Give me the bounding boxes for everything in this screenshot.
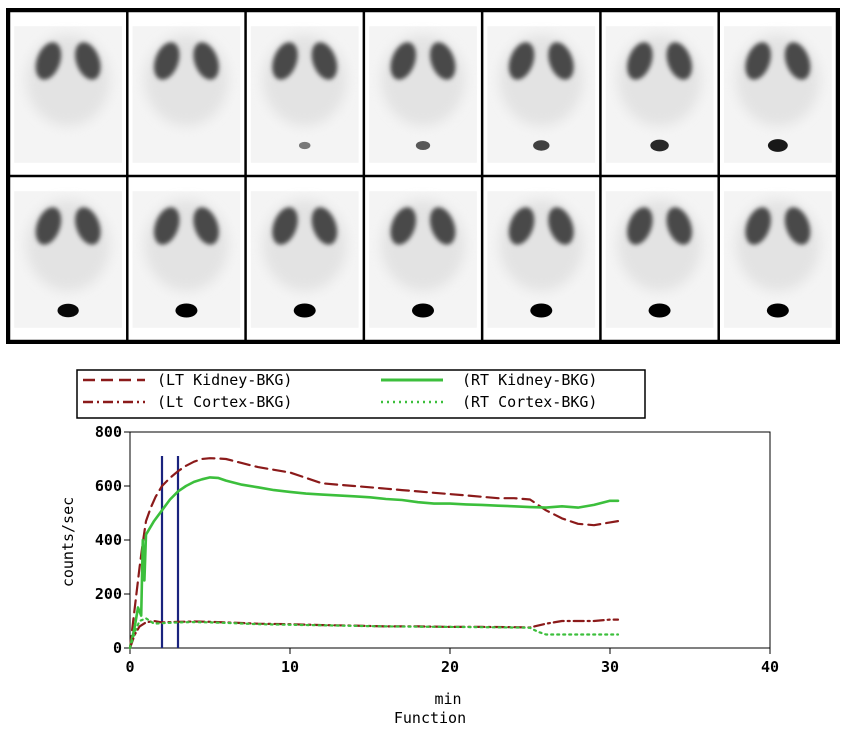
left-kidney-uptake (745, 42, 771, 80)
image-frame (483, 177, 600, 340)
bladder-activity (175, 303, 198, 318)
left-kidney-uptake (272, 42, 298, 80)
legend-label: (Lt Cortex-BKG) (157, 393, 292, 411)
bladder-activity (293, 303, 316, 318)
bladder-activity (57, 303, 79, 318)
bladder-activity (650, 139, 669, 152)
bladder-activity (648, 303, 671, 318)
bladder-activity (767, 139, 788, 152)
right-kidney-uptake (666, 42, 693, 80)
image-frame (483, 12, 600, 175)
left-kidney-uptake (390, 42, 417, 80)
right-kidney-uptake (429, 42, 456, 80)
bladder-activity (415, 140, 431, 151)
right-kidney-uptake (784, 207, 811, 245)
right-kidney-uptake (311, 42, 338, 80)
image-frame (246, 177, 363, 340)
left-kidney-uptake (745, 207, 771, 245)
bladder-activity (533, 140, 550, 151)
series-lines (128, 457, 620, 650)
image-frame (10, 177, 127, 340)
image-frame (601, 177, 718, 340)
y-tick-label: 0 (113, 639, 122, 657)
x-tick-label: 20 (441, 658, 459, 676)
right-kidney-uptake (311, 207, 338, 245)
left-kidney-uptake (153, 42, 180, 80)
y-tick-label: 600 (95, 477, 122, 495)
image-frame (719, 177, 836, 340)
right-kidney-uptake (75, 42, 101, 80)
x-tick-label: 30 (601, 658, 619, 676)
image-frame (128, 12, 245, 175)
left-kidney-uptake (272, 207, 298, 245)
series-line (128, 457, 620, 650)
left-kidney-uptake (390, 207, 417, 245)
legend-label: (LT Kidney-BKG) (157, 371, 292, 389)
plot-area (129, 431, 771, 649)
image-frame (601, 12, 718, 175)
x-tick-label: 0 (125, 658, 134, 676)
right-kidney-uptake (666, 207, 693, 245)
right-kidney-uptake (784, 42, 811, 80)
left-kidney-uptake (508, 207, 535, 245)
y-tick-label: 200 (95, 585, 122, 603)
left-kidney-uptake (627, 42, 653, 80)
legend: (LT Kidney-BKG) (RT Kidney-BKG) (Lt Cortex… (76, 369, 646, 419)
y-tick-label: 400 (95, 531, 122, 549)
right-kidney-uptake (75, 207, 101, 245)
image-frame (365, 12, 481, 175)
x-tick-label: 40 (761, 658, 779, 676)
image-frame (246, 12, 363, 175)
series-line (128, 476, 620, 650)
bladder-activity (412, 303, 434, 318)
y-axis-label: counts/sec (59, 497, 77, 587)
image-frame (10, 12, 127, 175)
left-kidney-uptake (35, 42, 62, 80)
right-kidney-uptake (548, 207, 574, 245)
image-frames (10, 12, 836, 340)
series-line (128, 617, 620, 650)
bladder-activity (766, 303, 789, 318)
legend-label: (RT Cortex-BKG) (462, 393, 597, 411)
left-kidney-uptake (627, 207, 653, 245)
image-frame (128, 177, 245, 340)
right-kidney-uptake (548, 42, 574, 80)
legend-box (76, 369, 646, 419)
bladder-activity (298, 141, 311, 150)
image-frame (719, 12, 836, 175)
bladder-activity (530, 303, 553, 318)
image-frame (365, 177, 481, 340)
x-axis-label: min (434, 690, 461, 708)
right-kidney-uptake (193, 42, 219, 80)
left-kidney-uptake (35, 207, 62, 245)
left-kidney-uptake (508, 42, 535, 80)
chart-caption: Function (394, 709, 466, 727)
right-kidney-uptake (193, 207, 219, 245)
legend-label: (RT Kidney-BKG) (462, 371, 597, 389)
left-kidney-uptake (153, 207, 180, 245)
right-kidney-uptake (429, 207, 456, 245)
time-activity-chart: (LT Kidney-BKG) (RT Kidney-BKG) (Lt Cortex… (59, 369, 779, 727)
x-tick-label: 10 (281, 658, 299, 676)
renogram-image-grid (6, 8, 840, 344)
y-tick-label: 800 (95, 423, 122, 441)
